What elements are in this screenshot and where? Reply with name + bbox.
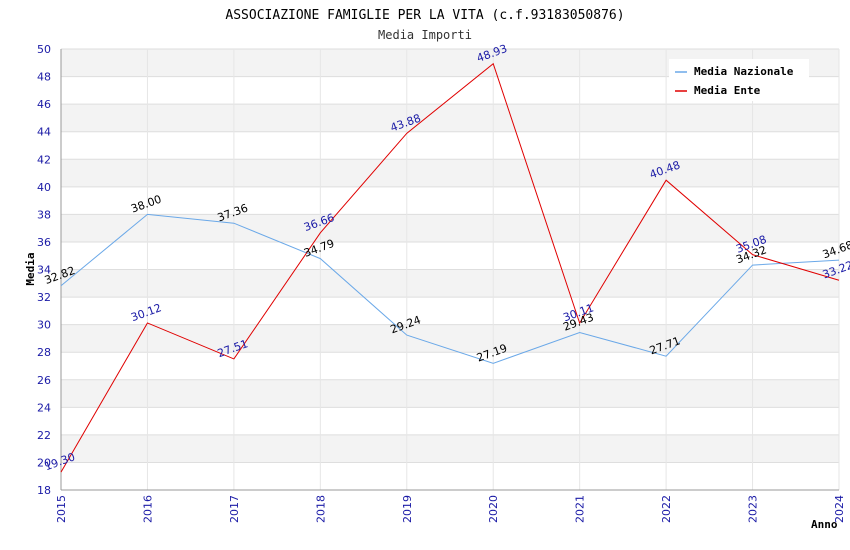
y-tick-label: 38: [37, 208, 51, 221]
grid-band: [61, 104, 839, 132]
grid-band: [61, 241, 839, 270]
x-tick-label: 2018: [314, 495, 327, 523]
y-tick-label: 48: [37, 71, 51, 84]
series-lines: [60, 62, 840, 473]
x-tick-label: 2016: [141, 495, 154, 523]
y-tick-label: 42: [37, 153, 51, 166]
y-tick-label: 36: [37, 236, 51, 249]
grid-band: [61, 352, 839, 380]
grid-band: [61, 131, 839, 160]
series-line-media-ente: [60, 62, 840, 473]
x-axis-label: Anno: [811, 518, 838, 531]
grid-band: [61, 379, 839, 408]
y-tick-label: 26: [37, 374, 51, 387]
x-tick-label: 2021: [574, 495, 587, 523]
y-tick-label: 20: [37, 456, 51, 469]
y-tick-label: 50: [37, 43, 51, 56]
y-tick-label: 18: [37, 484, 51, 497]
grid-band: [61, 324, 839, 353]
legend-box: [669, 59, 809, 101]
grid-band: [61, 159, 839, 187]
chart-subtitle: Media Importi: [378, 28, 472, 42]
chart-title: ASSOCIAZIONE FAMIGLIE PER LA VITA (c.f.9…: [225, 8, 624, 23]
grid-band: [61, 462, 839, 490]
legend-label-media-ente: Media Ente: [694, 84, 761, 97]
y-tick-label: 46: [37, 98, 51, 111]
y-tick-label: 34: [37, 264, 51, 277]
x-tick-label: 2020: [487, 495, 500, 523]
x-tick-label: 2015: [55, 495, 68, 523]
y-tick-label: 30: [37, 319, 51, 332]
grid-band: [61, 434, 839, 463]
grid-lines: [60, 48, 840, 491]
x-tick-label: 2017: [228, 495, 241, 523]
grid-band: [61, 297, 839, 325]
y-tick-label: 22: [37, 429, 51, 442]
y-tick-label: 40: [37, 181, 51, 194]
y-tick-label: 44: [37, 126, 51, 139]
y-tick-label: 28: [37, 346, 51, 359]
legend: Media Nazionale Media Ente: [669, 59, 809, 101]
grid-band: [61, 407, 839, 435]
x-tick-labels: 2015 2016 2017 2018 2019 2020 2021 2022 2023 2024: [55, 495, 846, 523]
grid-band: [61, 186, 839, 215]
grid-bands: [61, 49, 839, 490]
y-tick-labels: 18 20 22 24 26 28 30 32 34 36 38 40 42 44 46 48 50: [37, 43, 51, 497]
series-line-media-nazionale: [60, 213, 840, 364]
x-tick-label: 2022: [660, 495, 673, 523]
grid-band: [61, 269, 839, 298]
x-tick-label: 2023: [747, 495, 760, 523]
y-tick-label: 24: [37, 401, 51, 414]
y-tick-label: 32: [37, 291, 51, 304]
x-tick-label: 2019: [401, 495, 414, 523]
axes: [60, 49, 839, 491]
x-tick-label: 2024: [833, 495, 846, 523]
y-axis-label: Media: [24, 252, 37, 285]
legend-label-media-nazionale: Media Nazionale: [694, 65, 794, 78]
